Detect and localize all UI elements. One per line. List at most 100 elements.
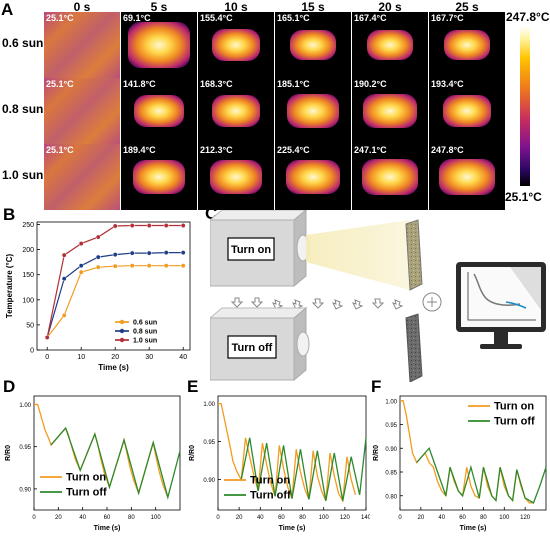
legend-marker: [119, 319, 125, 325]
x-tick-label: 60: [104, 515, 111, 521]
series-line: [218, 402, 357, 504]
thermal-image: 155.4°C: [198, 12, 274, 78]
thermal-image: 247.1°C: [352, 144, 428, 210]
thermal-image: 167.7°C: [429, 12, 505, 78]
legend-label: 1.0 sun: [133, 337, 157, 344]
temperature-readout: 193.4°C: [431, 79, 464, 89]
data-point: [163, 223, 169, 228]
temperature-readout: 69.1°C: [123, 13, 151, 23]
panel-label-f: F: [371, 377, 382, 396]
temperature-readout: 247.8°C: [431, 145, 464, 155]
turn-off-label: Turn off: [232, 342, 273, 354]
thermal-image: 25.1°C: [44, 78, 120, 144]
y-tick-label: 0: [30, 348, 34, 355]
y-tick-label: 1.00: [19, 403, 31, 409]
temperature-readout: 25.1°C: [46, 13, 74, 23]
resistance-chart-f: 0 20 40 60 80 100 120 0.80 0.85 0.90 0.95 1.00 Time …: [373, 395, 547, 532]
thermal-image: 69.1°C: [121, 12, 197, 78]
x-tick-label: 0: [398, 515, 402, 521]
y-tick-label: 200: [22, 247, 34, 254]
plot-frame: [217, 395, 367, 511]
temperature-readout: 185.1°C: [277, 79, 310, 89]
legend-label: 0.6 sun: [133, 319, 157, 326]
temperature-readout: 247.1°C: [354, 145, 387, 155]
data-point: [95, 254, 101, 260]
thermal-image: 190.2°C: [352, 78, 428, 144]
sample-lit: [405, 219, 423, 291]
legend-label: Turn on: [494, 401, 534, 413]
y-axis-label: R/R0: [5, 445, 12, 461]
legend-label: Turn off: [494, 416, 535, 428]
legend-label: Turn off: [250, 490, 291, 502]
panel-label-a: A: [1, 0, 14, 19]
temperature-readout: 25.1°C: [46, 79, 74, 89]
x-tick-label: 10: [77, 354, 85, 361]
plot-frame: [399, 395, 547, 511]
x-tick-label: 80: [128, 515, 135, 521]
legend-label: Turn off: [66, 487, 107, 499]
data-point: [180, 223, 186, 228]
time-label-1: 5 s: [150, 0, 168, 14]
y-axis-label: Temperature (°C): [5, 253, 14, 318]
x-tick-label: 80: [480, 515, 487, 521]
plot-frame: [36, 221, 191, 351]
x-tick-label: 20: [55, 515, 62, 521]
data-point: [129, 250, 135, 256]
device-schematic: Turn on Turn off: [210, 210, 546, 382]
thermal-image: 189.4°C: [121, 144, 197, 210]
y-tick-label: 0.95: [385, 423, 397, 429]
data-point: [44, 335, 50, 340]
x-tick-label: 40: [438, 515, 445, 521]
x-tick-label: 0: [45, 354, 49, 361]
data-point: [180, 263, 186, 269]
resistance-chart-d: 0 20 40 60 80 100 0.90 0.95 1.00 Time (s) R/R0 Turn…: [5, 395, 181, 532]
y-tick-label: 150: [22, 272, 34, 279]
data-point: [112, 223, 118, 229]
y-tick-label: 1.00: [203, 402, 215, 408]
monitor: [456, 262, 546, 349]
thermal-image: 212.3°C: [198, 144, 274, 210]
temperature-readout: 212.3°C: [200, 145, 233, 155]
data-point: [61, 276, 67, 282]
temperature-readout: 225.4°C: [277, 145, 310, 155]
thermal-image: 247.8°C: [429, 144, 505, 210]
lamp-off: Turn off: [210, 306, 310, 382]
thermal-image: 25.1°C: [44, 12, 120, 78]
temperature-readout: 167.7°C: [431, 13, 464, 23]
y-tick-label: 0.95: [19, 445, 31, 451]
y-tick-label: 250: [22, 222, 34, 229]
data-point: [146, 250, 152, 256]
series-line: [46, 224, 184, 338]
sample-dark: [405, 313, 423, 382]
temperature-readout: 165.1°C: [277, 13, 310, 23]
temperature-readout: 190.2°C: [354, 79, 387, 89]
lamp-on: Turn on: [210, 210, 410, 290]
thermal-image: 167.4°C: [352, 12, 428, 78]
x-tick-label: 30: [145, 354, 153, 361]
x-tick-label: 0: [32, 515, 36, 521]
data-point: [112, 263, 118, 269]
x-tick-label: 80: [299, 515, 306, 521]
x-tick-label: 120: [340, 515, 351, 521]
x-tick-label: 20: [418, 515, 425, 521]
thermal-image: 225.4°C: [275, 144, 351, 210]
row-label-0-8-sun: 0.8 sun: [2, 102, 44, 116]
legend-marker: [119, 337, 125, 343]
arrow-sequence: [230, 292, 442, 312]
data-point: [78, 269, 84, 275]
row-label-0-6-sun: 0.6 sun: [2, 36, 44, 50]
x-tick-label: 60: [459, 515, 466, 521]
thermal-image: 165.1°C: [275, 12, 351, 78]
x-tick-label: 100: [499, 515, 510, 521]
colorbar-max-label: 247.8°C: [506, 10, 550, 24]
y-axis-label: R/R0: [373, 445, 380, 461]
y-tick-label: 0.90: [203, 478, 215, 484]
thermal-image: 185.1°C: [275, 78, 351, 144]
data-point: [146, 223, 152, 228]
x-axis-label: Time (s): [460, 525, 487, 532]
turn-on-label: Turn on: [231, 244, 271, 256]
temperature-readout: 168.3°C: [200, 79, 233, 89]
data-point: [61, 252, 67, 258]
y-tick-label: 1.00: [385, 399, 397, 405]
temperature-readout: 167.4°C: [354, 13, 387, 23]
